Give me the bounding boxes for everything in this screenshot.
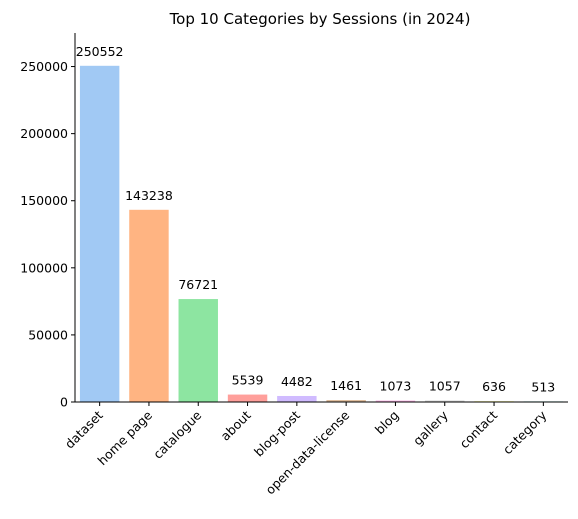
data-label-category: 513 <box>531 379 555 394</box>
x-tick-label-catalogue: catalogue <box>150 407 204 461</box>
x-tick-label-gallery: gallery <box>410 407 451 448</box>
x-tick-label-blog-post: blog-post <box>251 407 303 459</box>
x-tick-label-open-data-license: open-data-license <box>262 407 352 497</box>
bar-gallery <box>425 400 465 402</box>
y-tick-label: 100000 <box>20 260 68 275</box>
data-label-blog: 1073 <box>380 379 412 394</box>
y-tick-label: 0 <box>60 395 68 410</box>
data-label-gallery: 1057 <box>429 379 461 394</box>
bar-catalogue <box>178 299 218 402</box>
bars-group <box>79 65 564 402</box>
y-tick-label: 150000 <box>20 193 68 208</box>
bar-about <box>227 394 268 402</box>
chart-title: Top 10 Categories by Sessions (in 2024) <box>169 10 471 28</box>
y-tick-label: 50000 <box>28 327 68 342</box>
x-tick-label-blog: blog <box>372 408 402 438</box>
x-tick-label-about: about <box>218 407 254 443</box>
bar-blog-post <box>277 395 317 402</box>
data-label-open-data-license: 1461 <box>330 378 362 393</box>
data-label-about: 5539 <box>232 373 264 388</box>
x-tick-label-category: category <box>500 407 550 457</box>
data-labels-group: 250552 143238 76721 5539 4482 1461 1073 1057 636… <box>76 44 555 395</box>
data-label-catalogue: 76721 <box>178 277 218 292</box>
x-tick-label-dataset: dataset <box>62 407 106 451</box>
x-tick-label-contact: contact <box>456 407 500 451</box>
y-tick-label: 250000 <box>20 59 68 74</box>
data-label-dataset: 250552 <box>76 44 124 59</box>
bar-blog <box>375 400 416 402</box>
y-tick-label: 200000 <box>20 126 68 141</box>
bar-dataset <box>79 65 120 402</box>
y-axis: 0 50000 100000 150000 200000 250000 <box>20 33 76 410</box>
data-label-blog-post: 4482 <box>281 374 313 389</box>
bar-home-page <box>129 209 169 402</box>
data-label-contact: 636 <box>482 379 506 394</box>
bar-open-data-license <box>326 400 366 402</box>
data-label-home-page: 143238 <box>125 188 173 203</box>
